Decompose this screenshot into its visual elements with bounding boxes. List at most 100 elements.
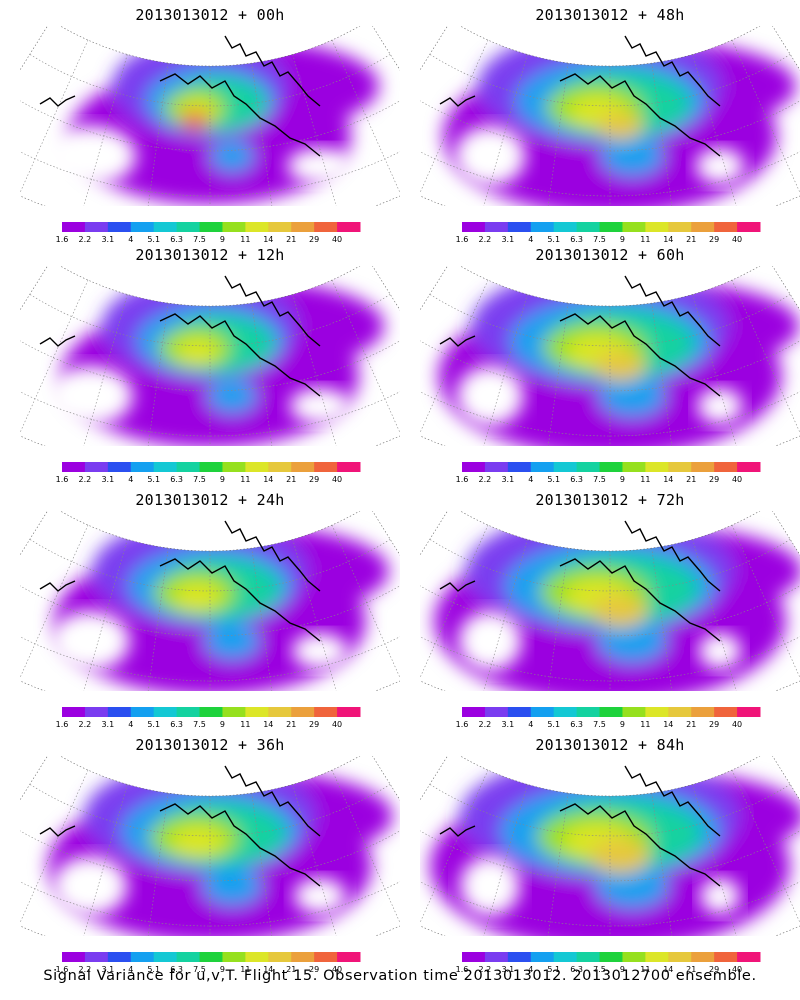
map-panel: 2013013012 + 72h 1.6 2.2 3.1 4 5.1 6.3 7.5 9 11 14… [420,485,800,729]
colorbar-swatch [153,222,178,232]
colorbar-swatch [507,707,532,717]
colorbar-tick-label: 6.3 [170,475,183,484]
colorbar-tick-label: 5.1 [547,475,560,484]
colorbar-tick-label: 2.2 [479,720,492,729]
colorbar-tick-label: 6.3 [570,720,583,729]
colorbar-swatch [484,222,509,232]
coastline-outline [39,825,76,837]
colorbar-tick-label: 3.1 [101,720,114,729]
colorbar-tick-label: 14 [263,475,273,484]
coastline-outline [224,520,321,592]
colorbar-tick-label: 40 [732,475,742,484]
colorbar-tick-label: 7.5 [593,235,606,244]
colorbar-swatch [245,952,269,962]
colorbar-swatch [507,222,532,232]
colorbar-tick-label: 21 [286,965,296,974]
colorbar-tick-label: 9 [620,720,625,729]
colorbar-tick-label: 7.5 [593,965,606,974]
colorbar-tick-label: 9 [220,235,225,244]
colorbar-swatch [153,462,178,472]
colorbar-tick-label: 6.3 [170,720,183,729]
coastline-outline [559,73,721,157]
colorbar-swatch [84,707,109,717]
colorbar-tick-label: 1.6 [456,720,469,729]
colorbar-tick-label: 14 [263,235,273,244]
colorbar-swatch [62,222,86,232]
colorbar-swatch [130,952,155,962]
colorbar-tick-label: 29 [709,720,719,729]
colorbar-tick-label: 40 [732,235,742,244]
colorbar-swatch [553,222,578,232]
colorbar-tick-label: 40 [732,965,742,974]
colorbar-tick-label: 4 [128,235,133,244]
colorbar-tick-label: 9 [220,475,225,484]
colorbar-swatch [484,462,509,472]
colorbar-tick-label: 3.1 [501,720,514,729]
colorbar-tick-label: 5.1 [147,965,160,974]
coastline-outline [439,335,476,347]
colorbar-tick-label: 2.2 [79,965,92,974]
colorbar-swatch [84,952,109,962]
colorbar-tick-label: 4 [128,965,133,974]
colorbar-tick-label: 3.1 [501,965,514,974]
colorbar-tick-label: 1.6 [456,965,469,974]
colorbar: 1.6 2.2 3.1 4 5.1 6.3 7.5 9 11 14 21 29 40 [56,707,361,729]
colorbar-tick-label: 3.1 [501,475,514,484]
colorbar-tick-label: 3.1 [101,475,114,484]
colorbar-swatch [62,952,86,962]
colorbar-tick-label: 1.6 [56,475,69,484]
colorbar-swatch [576,462,601,472]
colorbar-swatch [153,952,178,962]
colorbar-swatch [222,952,246,962]
colorbar-swatch [291,707,315,717]
colorbar-tick-label: 4 [128,475,133,484]
colorbar-tick-label: 21 [686,720,696,729]
colorbar-swatch [530,707,555,717]
coastline-outline [159,313,321,397]
colorbar-swatch [691,952,715,962]
colorbar-swatch [130,707,155,717]
colorbar-swatch [622,222,646,232]
colorbar-swatch [737,462,761,472]
colorbar-swatch [737,707,761,717]
coastline-outline [39,335,76,347]
colorbar-tick-label: 9 [220,965,225,974]
colorbar-tick-label: 1.6 [456,235,469,244]
colorbar-swatch [553,952,578,962]
colorbar-tick-label: 6.3 [170,965,183,974]
colorbar-swatch [199,462,223,472]
colorbar-swatch [645,952,669,962]
colorbar-swatch [599,222,623,232]
colorbar-swatch [314,222,338,232]
colorbar-swatch [337,462,361,472]
colorbar-tick-label: 14 [663,475,673,484]
coastline-outline [39,95,76,107]
colorbar-swatch [199,222,223,232]
colorbar-swatch [645,707,669,717]
colorbar-swatch [291,952,315,962]
colorbar-tick-label: 21 [686,475,696,484]
colorbar-swatch [107,462,132,472]
variance-map [20,511,400,691]
colorbar-swatch [622,707,646,717]
colorbar-swatch [553,462,578,472]
panel-title: 2013013012 + 60h [535,246,685,264]
colorbar-tick-label: 4 [528,475,533,484]
colorbar-tick-label: 14 [263,965,273,974]
colorbar-tick-label: 9 [620,475,625,484]
colorbar-tick-label: 2.2 [479,475,492,484]
colorbar-tick-label: 21 [286,235,296,244]
colorbar-swatch [314,462,338,472]
colorbar-swatch [645,462,669,472]
colorbar-swatch [107,707,132,717]
colorbar-tick-label: 5.1 [147,475,160,484]
colorbar-tick-label: 1.6 [56,965,69,974]
colorbar-tick-label: 29 [709,475,719,484]
colorbar: 1.6 2.2 3.1 4 5.1 6.3 7.5 9 11 14 21 29 40 [56,462,361,484]
colorbar-swatch [245,222,269,232]
colorbar-tick-label: 14 [663,965,673,974]
figure-caption: Signal Variance for u,v,T. Flight 15. Ob… [43,968,757,984]
colorbar-swatch [176,222,201,232]
coastline-outline [624,520,721,592]
colorbar-swatch [291,222,315,232]
